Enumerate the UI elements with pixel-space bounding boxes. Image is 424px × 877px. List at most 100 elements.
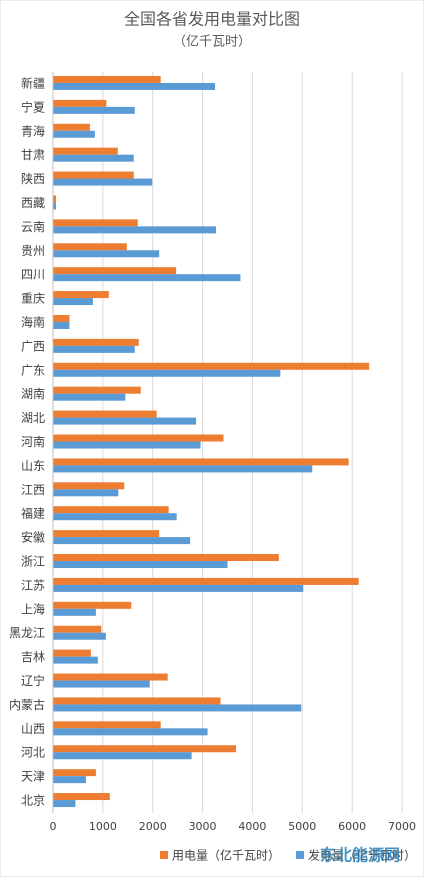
bar (53, 202, 56, 210)
bar (53, 106, 135, 114)
bar (53, 219, 138, 227)
y-tick-label: 江苏 (21, 578, 45, 592)
bar (53, 274, 241, 282)
bar (53, 178, 153, 186)
bar (53, 410, 157, 418)
y-tick-label: 四川 (21, 268, 45, 282)
bar (53, 625, 102, 633)
bar (53, 561, 228, 569)
bar (53, 417, 197, 425)
x-tick-label: 3000 (189, 820, 217, 833)
y-tick-label: 河北 (21, 746, 45, 760)
legend-swatch (296, 851, 304, 859)
bar (53, 608, 96, 616)
y-tick-label: 青海 (21, 123, 45, 138)
y-tick-label: 西藏 (21, 196, 45, 210)
bar (53, 537, 191, 545)
y-tick-label: 吉林 (21, 650, 45, 664)
y-tick-label: 云南 (21, 219, 45, 234)
bar (53, 298, 93, 306)
bar (53, 267, 177, 275)
x-tick-label: 2000 (139, 820, 167, 833)
bar (53, 171, 134, 179)
bar (53, 752, 192, 760)
bar (53, 441, 201, 449)
bar (53, 147, 118, 155)
y-tick-label: 山西 (21, 722, 45, 736)
x-tick-label: 0 (50, 820, 57, 833)
y-tick-label: 宁夏 (21, 99, 45, 114)
y-tick-label: 湖南 (21, 386, 45, 401)
y-tick-label: 安徽 (21, 530, 45, 545)
bar (53, 99, 107, 107)
bar (53, 250, 160, 258)
bar (53, 195, 56, 203)
bar (53, 489, 119, 497)
bar (53, 321, 70, 329)
watermark: 东北能源网 (320, 846, 400, 865)
bar (53, 75, 161, 83)
y-tick-label: 贵州 (21, 244, 45, 258)
bar (53, 243, 127, 251)
bar (53, 123, 90, 131)
y-tick-label: 海南 (21, 314, 45, 329)
y-tick-label: 福建 (21, 506, 45, 521)
y-tick-label: 重庆 (21, 292, 45, 306)
x-tick-label: 1000 (89, 820, 117, 833)
bar (53, 154, 134, 162)
legend-label: 用电量（亿千瓦时） (172, 848, 280, 863)
bar (53, 458, 349, 466)
bar (53, 130, 95, 138)
x-tick-label: 4000 (238, 820, 266, 833)
y-tick-label: 山东 (21, 459, 45, 473)
bar (53, 226, 217, 234)
bar (53, 530, 160, 538)
bar (53, 704, 302, 712)
chart-title: 全国各省发用电量对比图 (124, 10, 300, 29)
y-tick-label: 黑龙江 (9, 626, 45, 640)
bar (53, 314, 70, 322)
y-tick-label: 陕西 (21, 171, 45, 186)
bar (53, 800, 76, 808)
y-tick-label: 北京 (21, 794, 45, 808)
y-tick-label: 辽宁 (21, 673, 45, 688)
y-tick-label: 广东 (21, 363, 45, 377)
bar (53, 697, 221, 705)
legend-label: 发电量（亿千瓦时） (308, 848, 416, 863)
bar (53, 745, 236, 753)
bar (53, 345, 135, 353)
y-tick-label: 新疆 (21, 75, 45, 90)
bar (53, 291, 109, 299)
bar (53, 386, 141, 394)
y-tick-label: 内蒙古 (9, 697, 45, 712)
y-tick-label: 江西 (21, 483, 45, 497)
bar (53, 656, 98, 664)
x-tick-label: 6000 (338, 820, 366, 833)
bar (53, 369, 281, 377)
bar (53, 82, 216, 90)
legend-swatch (160, 851, 168, 859)
bar (53, 649, 91, 657)
bar (53, 482, 125, 490)
y-tick-label: 河南 (21, 434, 45, 449)
x-tick-label: 5000 (288, 820, 316, 833)
bar (53, 338, 139, 346)
bar (53, 506, 169, 514)
bar (53, 601, 132, 609)
bar (53, 632, 106, 640)
y-tick-label: 浙江 (21, 555, 45, 569)
y-tick-label: 甘肃 (21, 148, 45, 162)
bar (53, 793, 110, 801)
bar (53, 577, 359, 585)
bar (53, 513, 177, 521)
bar (53, 728, 208, 736)
bar (53, 673, 168, 681)
bar (53, 584, 304, 592)
bar (53, 721, 161, 729)
y-tick-label: 天津 (21, 770, 45, 784)
bar (53, 776, 86, 784)
chart-subtitle: （亿千瓦时） (173, 35, 251, 50)
bar (53, 465, 313, 473)
bar (53, 554, 279, 562)
